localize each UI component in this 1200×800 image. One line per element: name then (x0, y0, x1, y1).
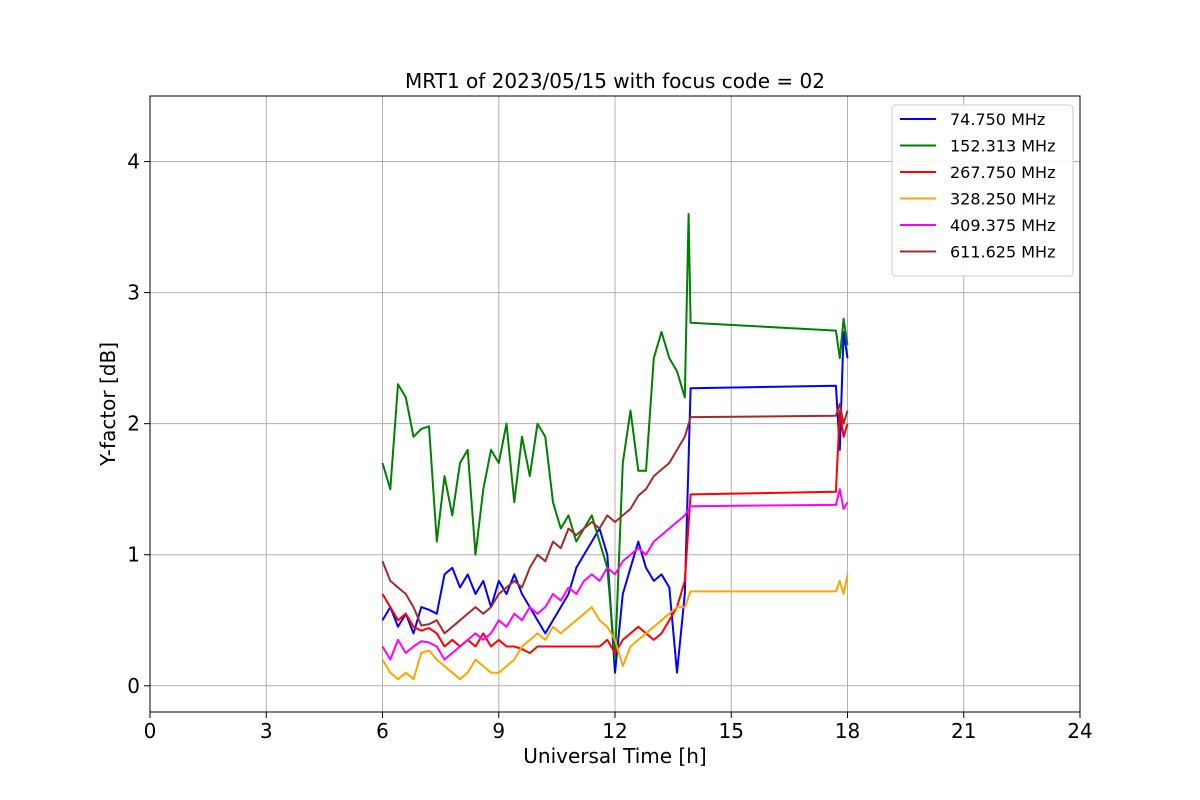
x-tick-label: 9 (492, 719, 505, 743)
x-tick-label: 21 (951, 719, 976, 743)
y-tick-label: 1 (127, 543, 140, 567)
y-tick-label: 3 (127, 281, 140, 305)
x-tick-label: 15 (719, 719, 744, 743)
series-line-5 (381, 488, 849, 661)
legend-label: 611.625 MHz (950, 243, 1055, 262)
series-line-6 (381, 403, 849, 635)
legend-label: 267.750 MHz (950, 163, 1055, 182)
y-tick-label: 4 (127, 150, 140, 174)
series-line-2 (381, 213, 849, 661)
series-line-1 (381, 330, 849, 674)
chart-title: MRT1 of 2023/05/15 with focus code = 02 (405, 69, 825, 93)
x-tick-label: 12 (602, 719, 627, 743)
series-line-4 (381, 574, 849, 681)
legend-label: 74.750 MHz (950, 110, 1045, 129)
x-tick-label: 6 (376, 719, 389, 743)
x-axis-label: Universal Time [h] (523, 744, 706, 768)
legend: 74.750 MHz 152.313 MHz 267.750 MHz 328.250 … (891, 104, 1074, 277)
x-tick-label: 0 (144, 719, 157, 743)
legend-box (891, 104, 1074, 277)
legend-label: 328.250 MHz (950, 190, 1055, 209)
x-tick-label: 24 (1067, 719, 1092, 743)
x-tick-label: 3 (260, 719, 273, 743)
y-axis-label: Y-factor [dB] (96, 342, 120, 467)
x-tick-label: 18 (835, 719, 860, 743)
series-layer (381, 213, 849, 681)
series-line-3 (381, 409, 849, 654)
y-tick-label: 0 (127, 674, 140, 698)
legend-label: 409.375 MHz (950, 216, 1055, 235)
legend-label: 152.313 MHz (950, 137, 1055, 156)
y-tick-label: 2 (127, 412, 140, 436)
